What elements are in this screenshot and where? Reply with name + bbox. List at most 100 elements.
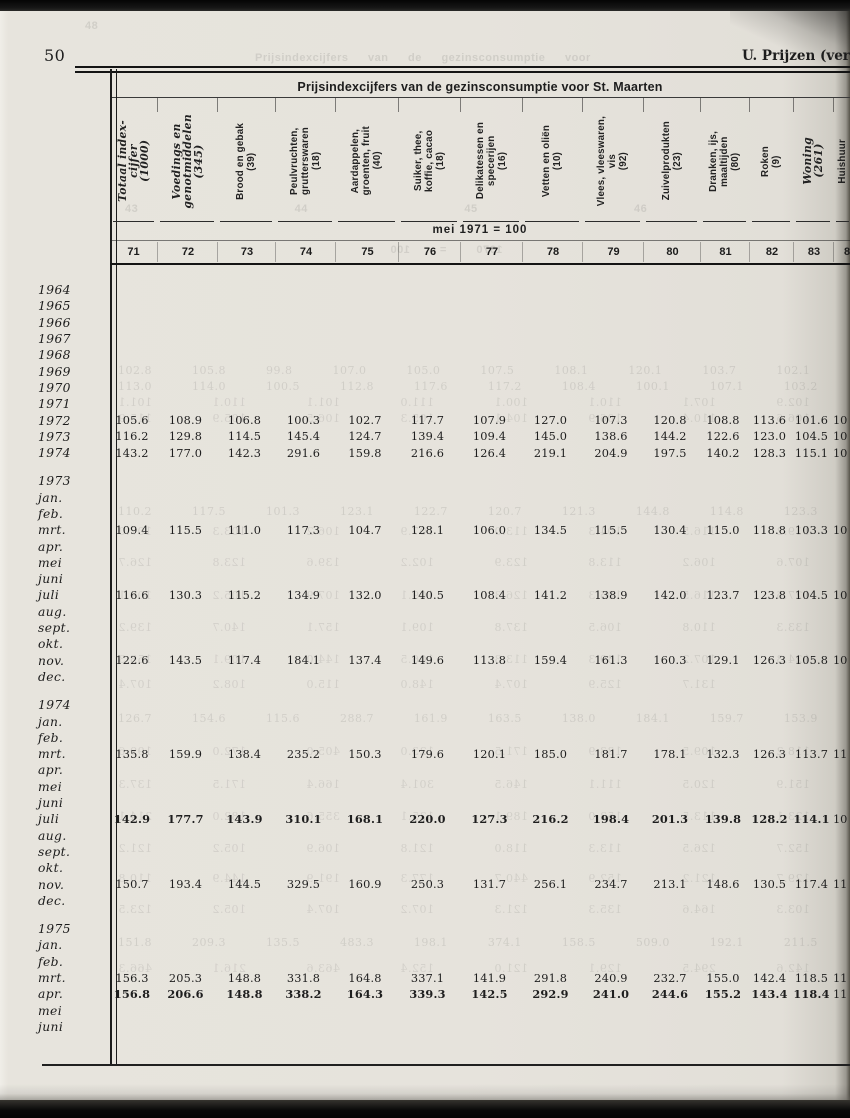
column-header: Woning (261) [793,98,833,222]
column-header-underline [796,220,830,222]
value-cell: 339.3 [409,987,446,1002]
table-row: feb. [30,954,850,970]
value-cell-cut: 10 [833,812,848,826]
table-row: jan. [30,937,850,953]
value-cell: 104.7 [348,523,382,537]
table-row: 1974 143.2 177.0 142.3 291.6 159.8 216.6 126.4 2… [30,445,850,461]
value-cell: 128.2 [751,812,788,827]
column-header-underline [836,220,849,222]
value-cell: 115.0 [706,523,740,537]
value-cell: 117.4 [794,878,829,892]
table-row: nov. 122.6 143.5 117.4 184.1 137.4 149.6 113.8 1… [30,653,850,669]
scan-corner-shadow [730,11,850,71]
row-label: juni [38,1019,64,1034]
value-cell: 338.2 [285,987,322,1002]
section-gap [30,461,850,473]
value-cell: 106.0 [472,523,507,537]
value-cell: 143.9 [226,812,263,827]
value-cell: 244.6 [651,987,689,1002]
value-cell: 143.4 [751,987,788,1002]
column-divider-tick [460,98,461,112]
value-cell: 181.7 [594,747,628,761]
ghost-bleed-text: 127.6 116.5 105.3 126.3 109.1 107.9 105.… [118,589,810,602]
ghost-bleed-text: 1970 = 100 [390,244,503,256]
ghost-bleed-text: 151.8 209.3 135.5 483.3 198.1 374.1 158.… [118,936,850,949]
row-label: 1974 [38,446,71,461]
value-cell: 115.5 [594,523,628,537]
value-cell: 142.4 [752,971,787,985]
column-header-label: Delikatessen en specerijen (16) [474,122,508,200]
value-cell: 122.6 [706,430,740,444]
row-label: apr. [38,763,64,778]
paper-page [0,11,850,1100]
row-label: mrt. [38,971,66,986]
ghost-bleed-text: 131.7 125.9 107.4 148.0 115.0 108.2 107.… [118,678,716,691]
value-cell: 292.9 [532,987,569,1002]
ghost-bleed-text: 43 44 45 46 [125,203,648,215]
table-body: 1964 1965 1966 1967 1968 1969 1970 1971 1972 105.… [30,282,850,1035]
value-cell: 123.8 [752,588,787,602]
row-label: 1966 [38,315,71,330]
value-cell: 113.8 [472,654,507,668]
value-cell: 118.4 [793,987,830,1002]
value-cell: 126.3 [752,747,787,761]
column-header-cut: Huishuur [833,98,850,222]
value-cell: 128.1 [410,523,445,537]
ghost-bleed-text: 131.5 121.3 103.3 164.6 135.3 121.3 107.… [118,903,810,916]
row-label: 1971 [38,397,71,412]
column-header-underline [401,220,457,222]
value-cell: 100.3 [286,414,321,428]
column-header-label: Dranken, ijs, maaltijden (80) [708,130,741,192]
table-row: apr. 156.8 206.6 148.8 338.2 164.3 339.3 142.5 2… [30,986,850,1002]
value-cell: 155.2 [704,987,742,1002]
value-cell: 126.3 [752,654,787,668]
value-cell: 148.8 [226,987,263,1002]
table-row: juni [30,795,850,811]
column-divider-tick [643,98,644,112]
row-label: okt. [38,637,64,652]
value-cell: 156.8 [113,987,151,1002]
column-header-underline [752,220,790,222]
column-header-underline [525,220,579,222]
table-row: apr. [30,762,850,778]
column-header: Roken (9) [749,98,793,222]
row-label: mei [38,1003,63,1018]
column-header: Totaal index- cijfer (1000) [110,100,157,222]
value-cell: 120.1 [472,747,507,761]
ghost-bleed-text: 101.3 105.7 106.4 101.1 102.9 107.1 110.… [118,396,810,409]
value-cell: 235.2 [286,747,321,761]
value-cell: 140.5 [410,588,445,602]
ghost-bleed-text: 119.2 116.5 104.3 113.0 107.9 106.2 103.… [118,525,810,538]
value-cell: 118.8 [752,523,787,537]
chapter-header: U. Prijzen (verv [742,48,850,64]
table-row: 1971 [30,396,850,412]
value-cell: 123.0 [752,430,787,444]
value-cell: 132.0 [348,588,382,602]
value-cell: 118.5 [794,971,829,985]
value-cell: 234.7 [594,878,628,892]
column-divider-tick [275,98,276,112]
value-cell: 107.3 [594,414,628,428]
column-header: Aardappelen, groenten, fruit (40) [335,98,398,222]
ghost-bleed-text: 104.1 106.6 103.2 106.6 110.4 106.9 104.… [118,412,810,425]
column-number: 83 [793,242,834,262]
value-cell: 134.5 [533,523,568,537]
row-label: aug. [38,604,67,619]
table-row: mrt. 156.3 205.3 148.8 331.8 164.8 337.1 141.9 2… [30,970,850,986]
value-cell: 159.4 [533,654,568,668]
value-cell: 178.1 [653,747,687,761]
column-header-label: Vetten en oliën (10) [541,124,563,198]
value-cell: 109.4 [472,430,507,444]
value-cell: 184.1 [286,654,321,668]
value-cell: 145.0 [533,430,568,444]
table-row: 1973 [30,473,850,489]
value-cell: 138.6 [594,430,628,444]
column-divider-tick [335,98,336,112]
column-header-underline [463,220,519,222]
row-label: 1973 [38,474,71,489]
column-number: 72 [157,242,218,262]
value-cell: 123.7 [706,588,740,602]
value-cell: 205.3 [168,971,203,985]
table-row: mei [30,1002,850,1018]
table-row: juli 142.9 177.7 143.9 310.1 168.1 220.0 127.3 2… [30,811,850,827]
